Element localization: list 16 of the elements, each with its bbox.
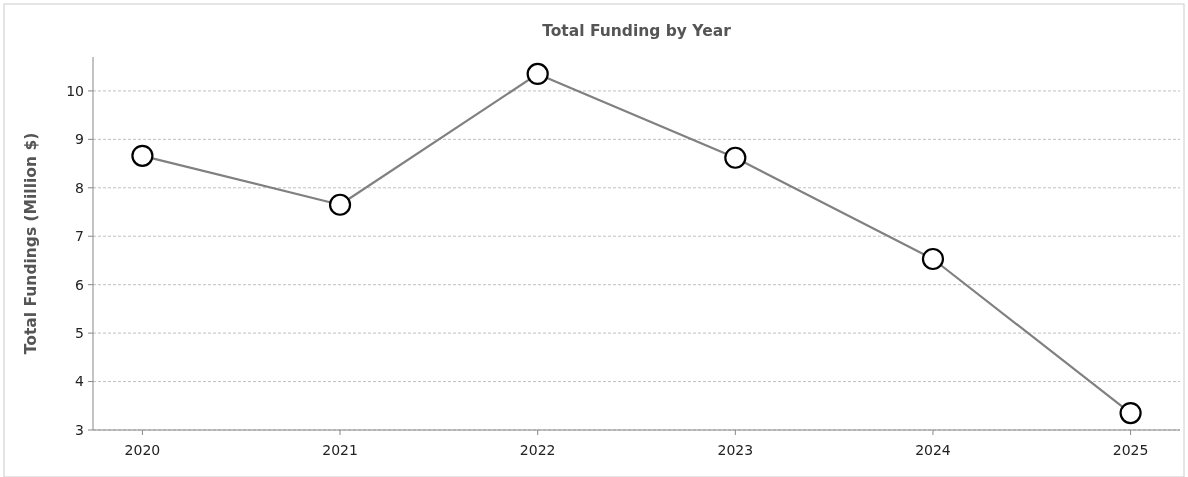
y-tick-label: 3 [75,421,84,438]
x-tick-label: 2022 [519,442,556,458]
y-tick-label: 9 [75,131,84,148]
chart-title: Total Funding by Year [542,22,732,40]
y-tick-label: 5 [75,325,84,342]
x-tick-label: 2020 [124,442,161,458]
y-tick-label: 8 [75,179,84,196]
y-tick-label: 7 [75,228,84,245]
x-tick-label: 2024 [915,442,951,458]
y-tick-label: 6 [75,276,85,293]
y-axis-title: Total Fundings (Million $) [22,132,40,355]
x-tick-label: 2023 [717,442,754,458]
y-tick-label: 4 [75,373,85,390]
x-tick-label: 2021 [322,442,358,458]
y-tick-label: 10 [66,82,84,99]
x-tick-label: 2025 [1112,442,1149,458]
